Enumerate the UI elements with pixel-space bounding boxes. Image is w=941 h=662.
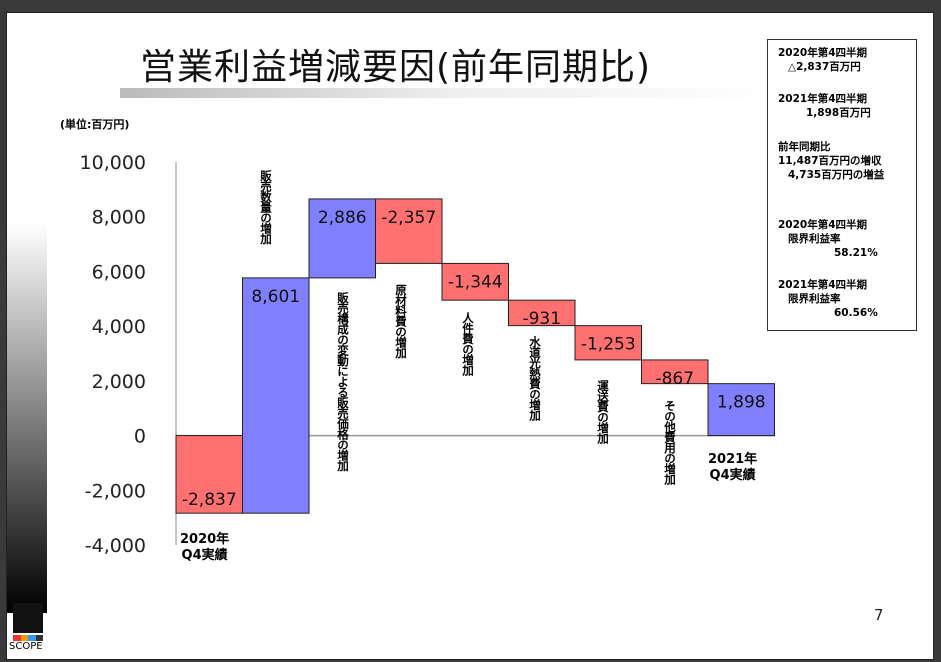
category-label: 販売構成の変動による販売価格の増加: [336, 292, 350, 471]
info-2021-q4: 2021年第4四半期 1,898百万円: [778, 92, 871, 120]
info-text: 58.21%: [834, 247, 878, 259]
category-label: 販売数量の増加: [259, 170, 273, 244]
summary-box: 2020年第4四半期 △2,837百万円 2021年第4四半期 1,898百万円…: [767, 39, 917, 331]
label-line: Q4実績: [709, 468, 756, 483]
info-text: 1,898百万円: [806, 107, 871, 119]
y-tick-label: 6,000: [92, 261, 146, 283]
y-tick-label: 10,000: [80, 152, 146, 174]
data-label: -867: [655, 369, 694, 389]
bar: [707, 383, 775, 437]
info-2020-q4: 2020年第4四半期 △2,837百万円: [778, 46, 867, 74]
data-label: 1,898: [717, 393, 766, 413]
y-tick-label: -2,000: [85, 480, 146, 502]
bar: [308, 198, 376, 279]
data-label: -2,357: [381, 208, 436, 228]
bar: [175, 435, 243, 514]
label-line: 2021年: [708, 452, 758, 467]
data-label: -2,837: [182, 490, 237, 510]
info-text: 限界利益率: [788, 293, 841, 305]
gradient-sidebar: [7, 13, 47, 613]
info-text: 2021年第4四半期: [778, 279, 868, 291]
category-label: 運送費の増加: [596, 380, 610, 443]
category-label-start: 2020年 Q4実績: [180, 532, 229, 564]
scope-logo: SCOPE: [9, 603, 43, 657]
bar: [508, 299, 576, 327]
info-text: 4,735百万円の増益: [788, 169, 885, 181]
info-yoy: 前年同期比 11,487百万円の増収 4,735百万円の増益: [778, 140, 884, 182]
logo-text: SCOPE: [9, 641, 43, 652]
label-line: Q4実績: [181, 548, 228, 563]
data-label: -931: [522, 309, 561, 329]
bar: [375, 198, 443, 264]
y-tick-label: 8,000: [92, 207, 146, 229]
category-label: 水道光熱費の増加: [528, 336, 542, 420]
category-label: 原材料費の増加: [394, 284, 408, 358]
data-label: 2,886: [318, 208, 367, 228]
info-text: 2020年第4四半期: [778, 47, 868, 59]
data-label: 8,601: [251, 287, 300, 307]
info-text: 2020年第4四半期: [778, 219, 868, 231]
category-label: その他費用の増加: [663, 400, 677, 484]
y-tick-label: 4,000: [92, 316, 146, 338]
bar: [441, 262, 509, 301]
y-tick-label: -4,000: [85, 535, 146, 557]
info-text: △2,837百万円: [788, 61, 861, 73]
info-text: 2021年第4四半期: [778, 93, 868, 105]
unit-label: (単位:百万円): [60, 118, 130, 131]
category-label-end: 2021年 Q4実績: [708, 452, 757, 484]
category-label: 人件費の増加: [461, 312, 475, 375]
bar: [242, 277, 310, 514]
info-text: 60.56%: [834, 307, 878, 319]
y-tick-label: 2,000: [92, 371, 146, 393]
label-line: 2020年: [180, 532, 230, 547]
bar: [641, 359, 709, 385]
info-text: 限界利益率: [788, 233, 841, 245]
info-margin-2021: 2021年第4四半期 限界利益率 60.56%: [778, 278, 878, 320]
slide-title: 営業利益増減要因(前年同期比): [140, 47, 652, 88]
page-number: 7: [874, 606, 884, 624]
y-tick-label: 0: [134, 426, 146, 448]
title-underline: [120, 88, 780, 98]
info-text: 前年同期比: [778, 141, 831, 153]
data-label: -1,344: [448, 272, 503, 292]
bar: [574, 325, 642, 361]
info-text: 11,487百万円の増収: [778, 155, 882, 167]
data-label: -1,253: [581, 335, 636, 355]
info-margin-2020: 2020年第4四半期 限界利益率 58.21%: [778, 218, 878, 260]
